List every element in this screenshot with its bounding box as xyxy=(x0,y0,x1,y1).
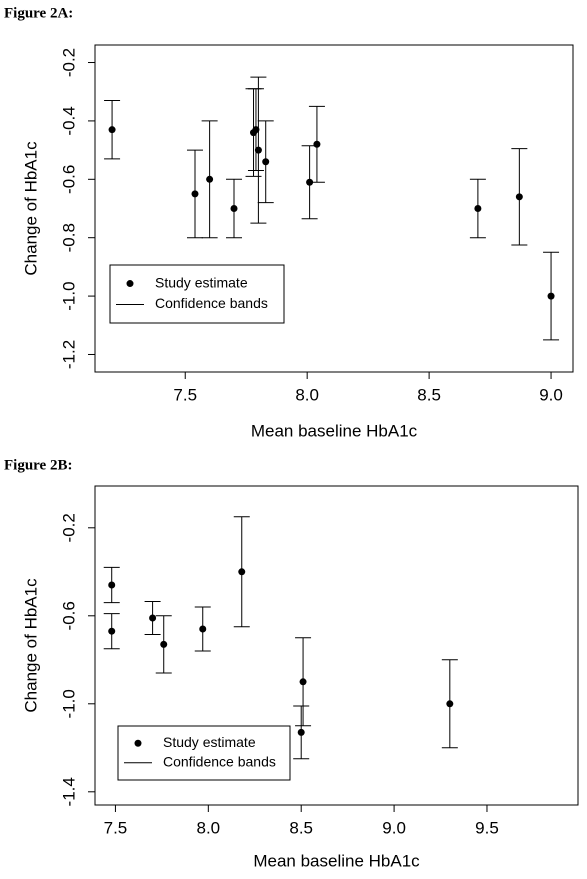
legend-label: Confidence bands xyxy=(155,295,268,311)
y-tick-label: -1.4 xyxy=(59,777,78,806)
x-tick-label: 9.5 xyxy=(475,818,499,837)
y-tick-label: -1.0 xyxy=(59,689,78,718)
x-tick-label: 8.0 xyxy=(196,818,220,837)
point xyxy=(297,728,305,736)
point xyxy=(299,678,307,686)
y-tick-label: -0.4 xyxy=(59,106,78,135)
x-tick-label: 8.0 xyxy=(295,385,319,404)
y-tick-label: -0.2 xyxy=(59,48,78,77)
point xyxy=(108,581,116,589)
y-axis-label: Change of HbA1c xyxy=(21,578,40,713)
x-axis-label: Mean baseline HbA1c xyxy=(251,421,418,440)
plot-frame xyxy=(94,485,579,806)
legend-box xyxy=(117,725,291,781)
x-tick-label: 8.5 xyxy=(289,818,313,837)
legend-label: Study estimate xyxy=(155,274,248,290)
x-tick-label: 9.0 xyxy=(539,385,563,404)
y-tick-label: -0.8 xyxy=(59,223,78,252)
figure-label: Figure 2A: xyxy=(4,5,73,21)
plot-frame xyxy=(94,44,574,373)
point xyxy=(515,193,523,201)
point xyxy=(108,627,116,635)
legend-point xyxy=(126,280,134,288)
point xyxy=(313,140,321,148)
point xyxy=(230,205,238,212)
y-axis-label: Change of HbA1c xyxy=(21,141,40,276)
figure-label: Figure 2B: xyxy=(4,457,72,473)
y-tick-label: -0.6 xyxy=(59,165,78,194)
point xyxy=(446,700,454,708)
x-axis-label: Mean baseline HbA1c xyxy=(253,851,420,870)
point xyxy=(474,205,482,212)
point xyxy=(254,146,262,154)
y-tick-label: -0.2 xyxy=(59,513,78,542)
x-tick-label: 8.5 xyxy=(417,385,441,404)
point xyxy=(252,126,260,134)
legend-point xyxy=(134,739,142,747)
x-tick-label: 7.5 xyxy=(173,385,197,404)
point xyxy=(547,292,555,300)
point xyxy=(262,158,270,166)
point xyxy=(191,190,199,198)
x-tick-label: 9.0 xyxy=(382,818,406,837)
legend-label: Study estimate xyxy=(163,734,256,750)
point xyxy=(206,175,214,183)
y-tick-label: -1.0 xyxy=(59,281,78,310)
x-tick-label: 7.5 xyxy=(104,818,128,837)
point xyxy=(149,614,157,622)
y-tick-label: -1.2 xyxy=(59,340,78,369)
point xyxy=(238,568,246,576)
legend-box xyxy=(109,264,285,324)
legend-label: Confidence bands xyxy=(163,753,276,769)
point xyxy=(160,640,168,648)
y-tick-label: -0.6 xyxy=(59,601,78,630)
point xyxy=(199,625,207,633)
point xyxy=(108,126,116,134)
